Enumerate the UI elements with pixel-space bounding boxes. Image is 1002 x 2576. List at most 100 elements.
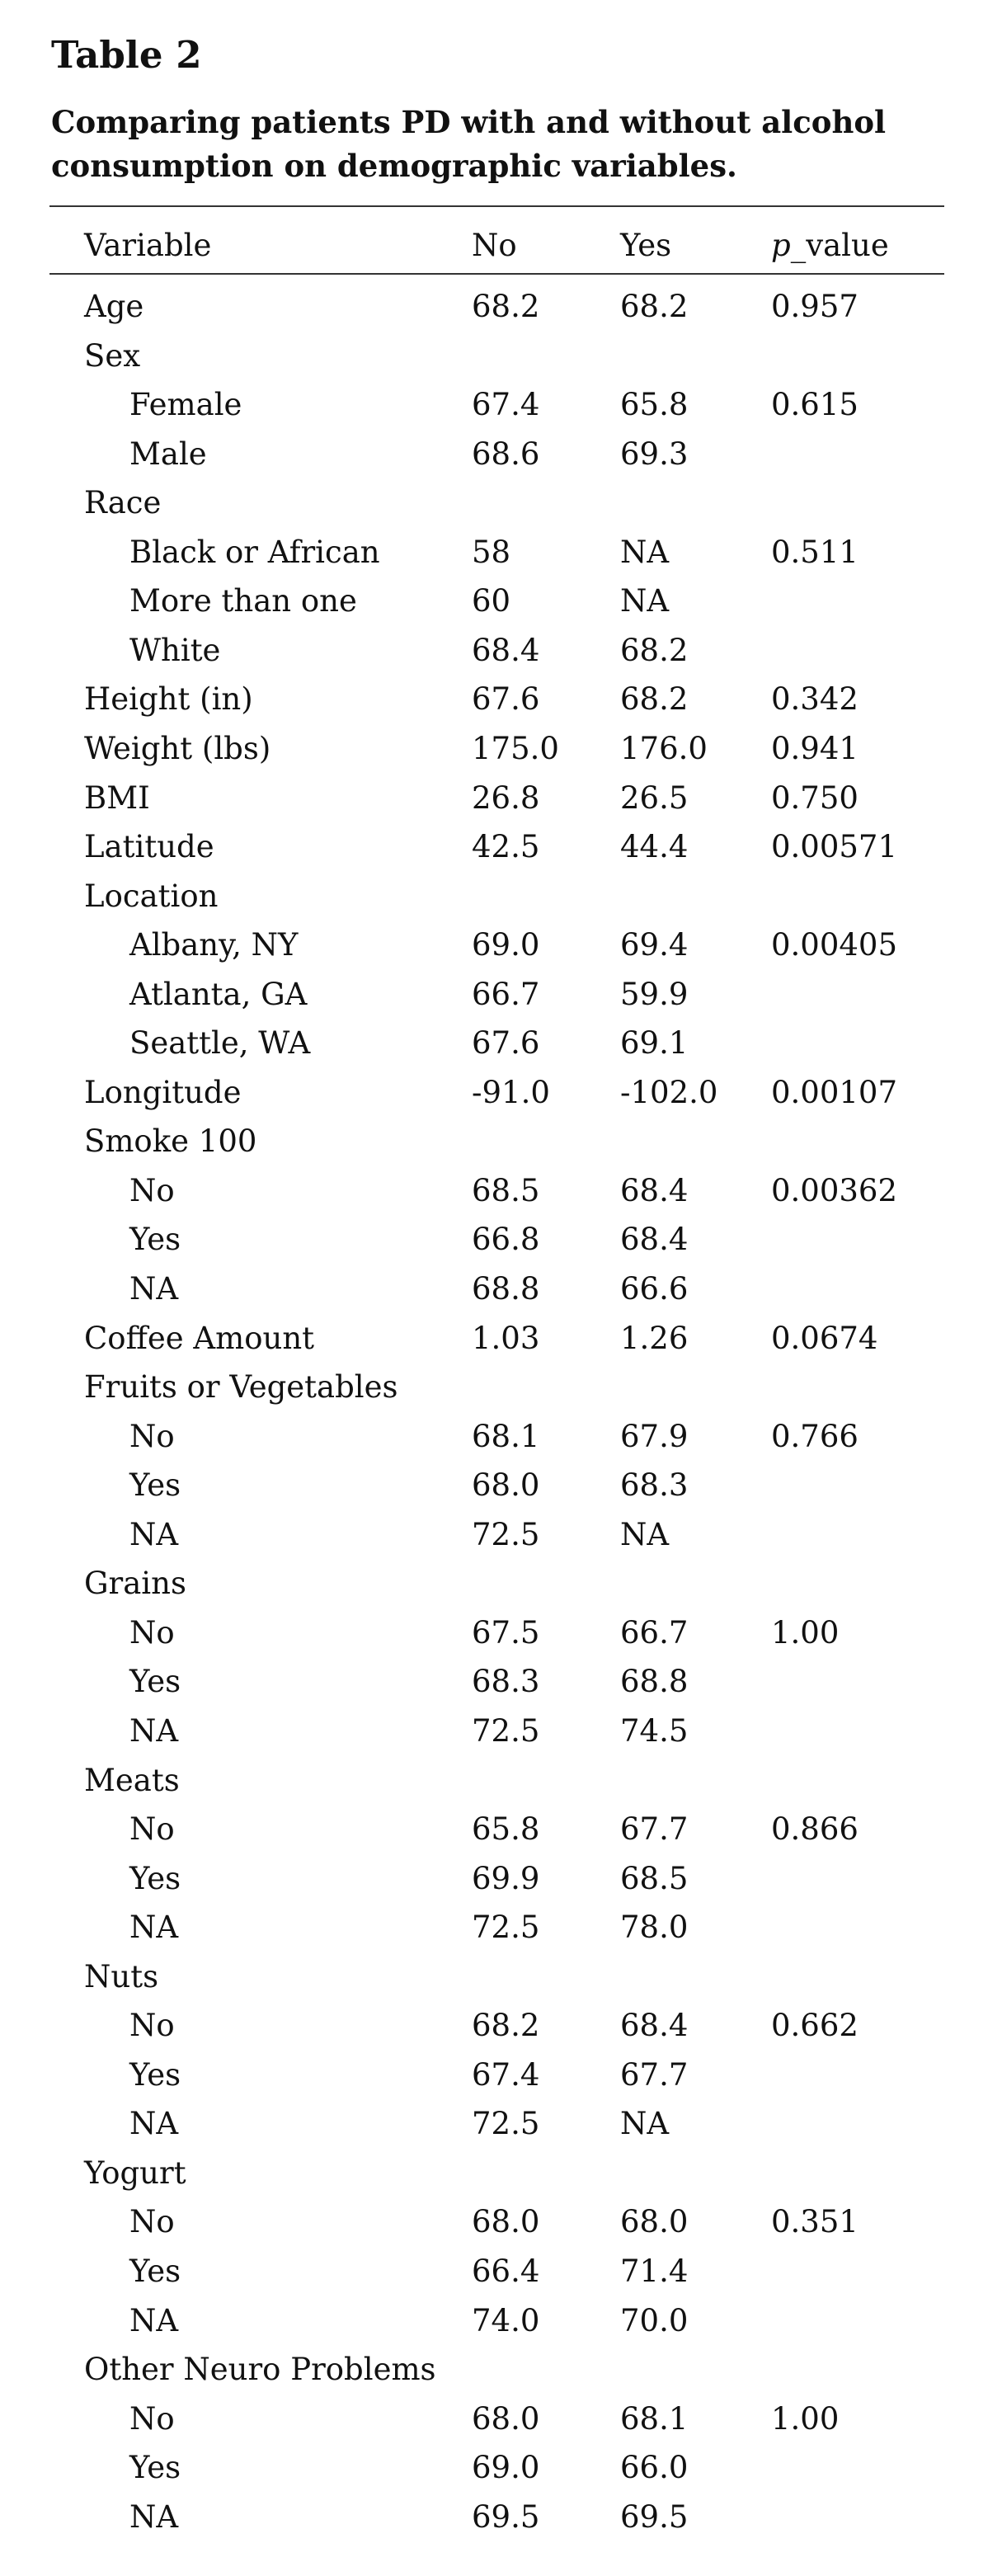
cell-no: 67.4 (472, 2056, 540, 2093)
row-sublabel: Female (129, 387, 242, 423)
cell-p-value: 0.00571 (771, 829, 898, 865)
row-label: Nuts (84, 1958, 159, 1994)
header-p-value: p_value (771, 221, 889, 271)
table-row: NA 72.5 NA (0, 2099, 1002, 2149)
header-p-italic: p (771, 228, 791, 263)
table-row: Albany, NY 69.0 69.4 0.00405 (0, 921, 1002, 970)
row-sublabel: Yes (129, 1222, 181, 1258)
row-sublabel: Seattle, WA (129, 1025, 311, 1062)
cell-no: 67.4 (472, 387, 540, 423)
cell-yes: 69.1 (620, 1025, 689, 1062)
header-no: No (472, 228, 517, 263)
cell-no: 68.5 (472, 1172, 540, 1208)
table-row: Latitude 42.5 44.4 0.00571 (0, 822, 1002, 872)
table-title: Table 2 (51, 33, 202, 77)
cell-no: 26.8 (472, 779, 540, 816)
cell-no: 1.03 (472, 1320, 540, 1356)
row-label: Other Neuro Problems (84, 2352, 436, 2388)
row-label: Weight (lbs) (84, 730, 271, 766)
row-sublabel: Yes (129, 2056, 181, 2093)
cell-no: 66.4 (472, 2253, 540, 2289)
table-row: Height (in) 67.6 68.2 0.342 (0, 675, 1002, 724)
row-label: Longitude (84, 1074, 242, 1110)
table-row: Atlanta, GA 66.7 59.9 (0, 970, 1002, 1020)
cell-yes: 69.5 (620, 2498, 689, 2535)
table-row: Meats (0, 1756, 1002, 1806)
row-sublabel: Yes (129, 1664, 181, 1700)
cell-no: 69.9 (472, 1860, 540, 1896)
row-sublabel: More than one (129, 583, 357, 619)
table-row: Sex (0, 332, 1002, 381)
cell-yes: 1.26 (620, 1320, 689, 1356)
cell-yes: 78.0 (620, 1910, 689, 1946)
cell-no: 68.0 (472, 2204, 540, 2240)
cell-yes: 69.4 (620, 927, 689, 963)
cell-yes: 68.0 (620, 2204, 689, 2240)
header-variable: Variable (84, 228, 212, 263)
table-row: Female 67.4 65.8 0.615 (0, 380, 1002, 430)
row-sublabel: No (129, 2204, 175, 2240)
cell-no: 68.8 (472, 1271, 540, 1307)
cell-p-value: 0.750 (771, 779, 859, 816)
table-header-row: Variable No Yes p_value (0, 221, 1002, 271)
table-row: No 67.5 66.7 1.00 (0, 1608, 1002, 1658)
cell-no: 58 (472, 534, 511, 570)
row-label: Sex (84, 337, 141, 374)
cell-no: 66.7 (472, 976, 540, 1012)
cell-no: 68.0 (472, 2400, 540, 2437)
row-sublabel: White (129, 632, 221, 668)
table-row: No 68.2 68.4 0.662 (0, 2001, 1002, 2051)
table-row: Smoke 100 (0, 1117, 1002, 1166)
table-row: Longitude -91.0 -102.0 0.00107 (0, 1068, 1002, 1118)
table-row: NA 72.5 NA (0, 1510, 1002, 1560)
cell-yes: NA (620, 2106, 670, 2142)
cell-no: 67.6 (472, 681, 540, 718)
cell-p-value: 0.766 (771, 1418, 859, 1454)
cell-yes: -102.0 (620, 1074, 718, 1110)
cell-p-value: 0.00405 (771, 927, 898, 963)
cell-yes: 68.2 (620, 632, 689, 668)
cell-p-value: 0.957 (771, 289, 859, 324)
row-sublabel: NA (129, 1516, 179, 1552)
table-row: NA 72.5 74.5 (0, 1707, 1002, 1756)
table-header-rule (49, 273, 944, 275)
row-sublabel: NA (129, 1271, 179, 1307)
row-label: Age (84, 289, 144, 324)
row-label: Meats (84, 1762, 180, 1798)
cell-p-value: 0.511 (771, 534, 859, 570)
cell-yes: 70.0 (620, 2302, 689, 2338)
row-sublabel: No (129, 1418, 175, 1454)
cell-yes: 74.5 (620, 1712, 689, 1749)
cell-p-value: 0.941 (771, 730, 859, 766)
row-sublabel: Albany, NY (129, 927, 299, 963)
row-sublabel: Yes (129, 2450, 181, 2486)
table-row: NA 72.5 78.0 (0, 1903, 1002, 1952)
cell-yes: 68.8 (620, 1664, 689, 1700)
cell-no: 42.5 (472, 829, 540, 865)
cell-no: 68.4 (472, 632, 540, 668)
row-sublabel: NA (129, 2498, 179, 2535)
cell-yes: 68.2 (620, 681, 689, 718)
cell-yes: 59.9 (620, 976, 689, 1012)
row-label: Coffee Amount (84, 1320, 315, 1356)
cell-no: 72.5 (472, 1516, 540, 1552)
cell-no: 67.6 (472, 1025, 540, 1062)
table-row: Weight (lbs) 175.0 176.0 0.941 (0, 724, 1002, 774)
cell-no: 72.5 (472, 2106, 540, 2142)
cell-no: 68.2 (472, 289, 540, 324)
row-label: Smoke 100 (84, 1123, 257, 1160)
row-sublabel: NA (129, 2302, 179, 2338)
cell-no: 66.8 (472, 1222, 540, 1258)
cell-yes: 176.0 (620, 730, 708, 766)
cell-yes: 69.3 (620, 436, 689, 472)
cell-p-value: 0.00362 (771, 1172, 898, 1208)
row-label: Latitude (84, 829, 214, 865)
table-row: More than one 60 NA (0, 577, 1002, 626)
row-sublabel: NA (129, 1910, 179, 1946)
cell-no: 72.5 (472, 1712, 540, 1749)
table-row: White 68.4 68.2 (0, 626, 1002, 676)
table-row: Yes 69.0 66.0 (0, 2443, 1002, 2493)
cell-yes: 71.4 (620, 2253, 689, 2289)
table-row: NA 68.8 66.6 (0, 1264, 1002, 1314)
cell-no: 69.5 (472, 2498, 540, 2535)
